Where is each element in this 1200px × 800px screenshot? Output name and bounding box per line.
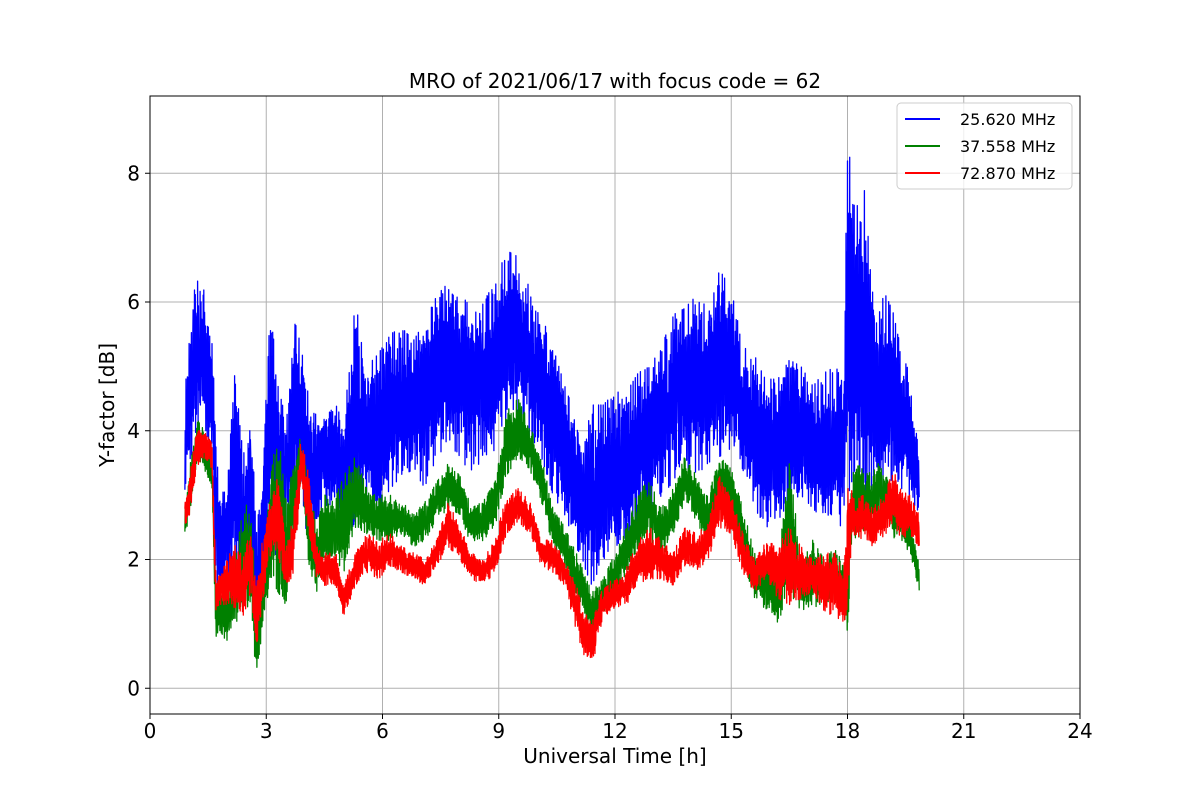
x-tick-label: 3 [260,719,273,743]
x-tick-label: 6 [376,719,389,743]
chart-title: MRO of 2021/06/17 with focus code = 62 [409,69,821,93]
legend-frame [896,102,1073,190]
legend-label-1: 25.620 MHz [960,110,1055,129]
y-tick-label: 6 [127,290,140,314]
y-axis-label: Y-factor [dB] [95,343,119,468]
legend: 25.620 MHz 37.558 MHz 72.870 MHz [896,102,1073,190]
legend-label-3: 72.870 MHz [960,164,1055,183]
x-tick-label: 9 [492,719,505,743]
x-tick-label: 15 [719,719,744,743]
x-tick-label: 24 [1067,719,1092,743]
x-tick-label: 0 [144,719,157,743]
series-line-3 [184,430,920,659]
x-axis-label: Universal Time [h] [523,744,706,768]
y-tick-label: 0 [127,676,140,700]
series-layer [184,156,920,668]
x-tick-label: 18 [835,719,860,743]
legend-label-2: 37.558 MHz [960,137,1055,156]
y-tick-label: 8 [127,161,140,185]
x-tick-label: 12 [602,719,627,743]
x-tick-label: 21 [951,719,976,743]
y-tick-label: 4 [127,419,140,443]
y-tick-label: 2 [127,548,140,572]
